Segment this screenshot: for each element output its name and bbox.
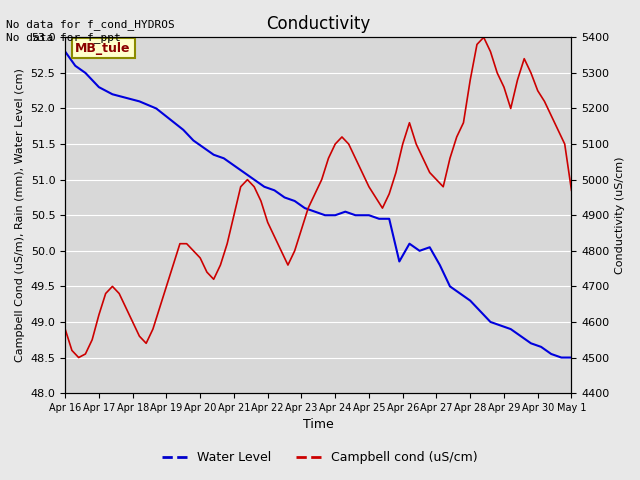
Water Level — [332, 212, 339, 218]
Water Level — [179, 127, 187, 132]
Water Level — [220, 156, 228, 161]
Water Level — [189, 138, 197, 144]
Water Level — [271, 188, 278, 193]
Water Level — [72, 63, 79, 69]
Water Level — [260, 184, 268, 190]
Water Level — [537, 344, 545, 350]
Line: Campbell cond (uS/cm): Campbell cond (uS/cm) — [65, 37, 572, 358]
Campbell cond (uS/cm) — [115, 290, 123, 296]
Water Level — [375, 216, 383, 222]
Water Level — [497, 323, 504, 328]
Water Level — [527, 340, 535, 346]
Campbell cond (uS/cm) — [61, 326, 69, 332]
Water Level — [210, 152, 218, 157]
Campbell cond (uS/cm) — [244, 177, 252, 182]
Campbell cond (uS/cm) — [332, 141, 339, 147]
Water Level — [507, 326, 515, 332]
Water Level — [95, 84, 103, 90]
Water Level — [557, 355, 565, 360]
Water Level — [456, 290, 464, 296]
Water Level — [486, 319, 494, 325]
Water Level — [240, 169, 248, 175]
Y-axis label: Campbell Cond (uS/m), Rain (mm), Water Level (cm): Campbell Cond (uS/m), Rain (mm), Water L… — [15, 68, 25, 362]
Water Level — [385, 216, 393, 222]
Water Level — [365, 212, 372, 218]
Line: Water Level: Water Level — [65, 51, 572, 358]
Campbell cond (uS/cm) — [406, 120, 413, 126]
Water Level — [547, 351, 555, 357]
Water Level — [200, 145, 207, 151]
Water Level — [281, 194, 289, 200]
Water Level — [109, 91, 116, 97]
Legend: Water Level, Campbell cond (uS/cm): Water Level, Campbell cond (uS/cm) — [157, 446, 483, 469]
Water Level — [321, 212, 329, 218]
Water Level — [230, 163, 238, 168]
Water Level — [250, 177, 258, 182]
Water Level — [406, 241, 413, 247]
Water Level — [351, 212, 359, 218]
Water Level — [426, 244, 433, 250]
Title: Conductivity: Conductivity — [266, 15, 371, 33]
Water Level — [436, 262, 444, 268]
Water Level — [61, 48, 69, 54]
Water Level — [477, 309, 484, 314]
Water Level — [301, 205, 308, 211]
Water Level — [81, 70, 89, 76]
Water Level — [136, 98, 143, 104]
Water Level — [311, 209, 319, 215]
Water Level — [291, 198, 298, 204]
Water Level — [122, 95, 130, 101]
Water Level — [152, 106, 160, 111]
Text: MB_tule: MB_tule — [76, 42, 131, 55]
Text: No data for f_cond_HYDROS
No data for f_ppt: No data for f_cond_HYDROS No data for f_… — [6, 19, 175, 43]
Water Level — [166, 116, 173, 122]
Campbell cond (uS/cm) — [568, 188, 575, 193]
Water Level — [416, 248, 424, 254]
Campbell cond (uS/cm) — [75, 355, 83, 360]
Campbell cond (uS/cm) — [392, 169, 400, 175]
Water Level — [446, 284, 454, 289]
Y-axis label: Conductivity (uS/cm): Conductivity (uS/cm) — [615, 156, 625, 274]
Water Level — [467, 298, 474, 303]
Campbell cond (uS/cm) — [473, 42, 481, 48]
Water Level — [568, 355, 575, 360]
Water Level — [342, 209, 349, 215]
Campbell cond (uS/cm) — [480, 35, 488, 40]
Water Level — [396, 259, 403, 264]
Water Level — [517, 333, 525, 339]
X-axis label: Time: Time — [303, 419, 333, 432]
